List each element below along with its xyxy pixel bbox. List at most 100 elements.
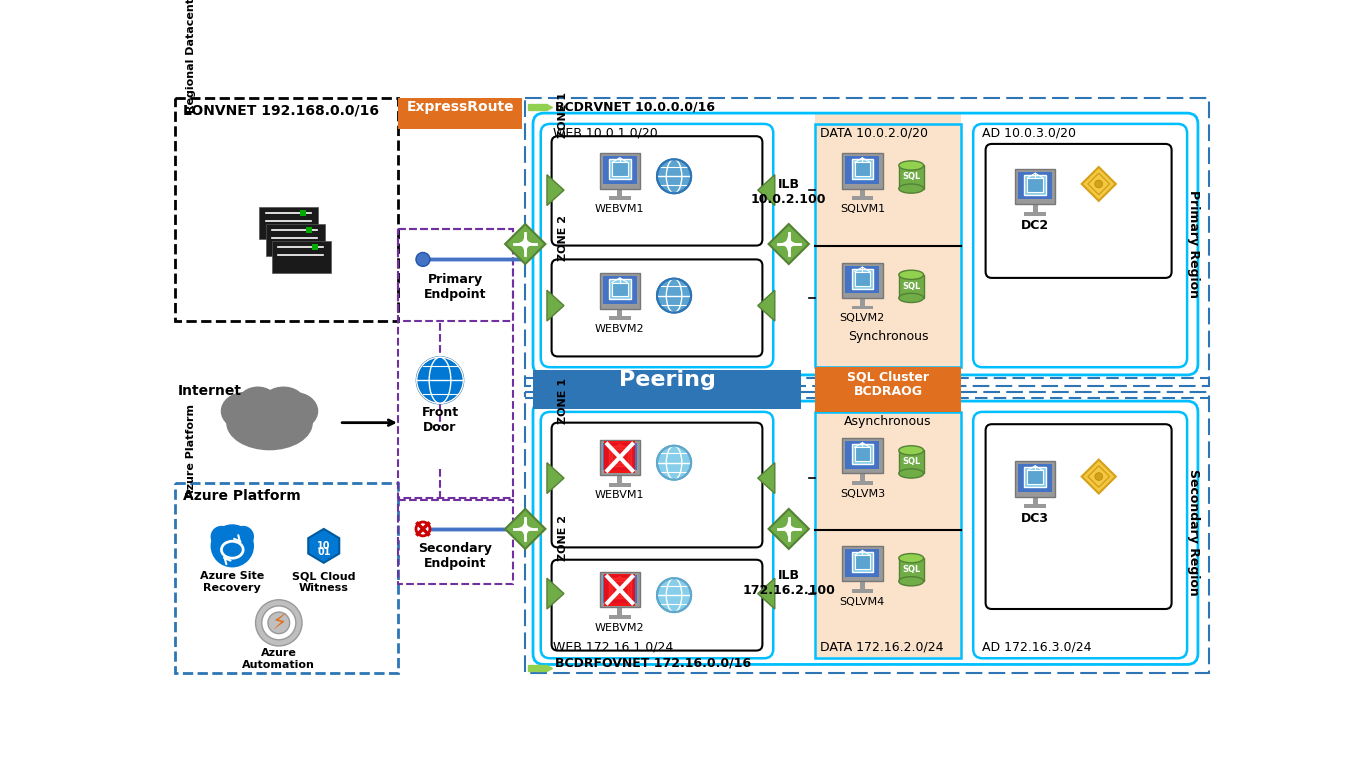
Text: Azure Site
Recovery: Azure Site Recovery xyxy=(200,571,265,593)
Polygon shape xyxy=(757,462,775,494)
Bar xyxy=(1033,204,1038,211)
Bar xyxy=(609,279,630,299)
Text: 10: 10 xyxy=(317,541,331,551)
Bar xyxy=(855,447,871,461)
Bar xyxy=(306,227,312,233)
Circle shape xyxy=(657,278,691,313)
Text: AD 10.0.3.0/20: AD 10.0.3.0/20 xyxy=(983,127,1076,140)
Ellipse shape xyxy=(221,393,267,430)
Ellipse shape xyxy=(899,468,923,478)
Text: SQL: SQL xyxy=(902,282,921,291)
Circle shape xyxy=(267,612,290,633)
Ellipse shape xyxy=(271,393,317,430)
Text: Secondary Region: Secondary Region xyxy=(1187,469,1200,596)
Polygon shape xyxy=(308,529,339,563)
Circle shape xyxy=(416,253,429,266)
Bar xyxy=(612,282,628,296)
Ellipse shape xyxy=(899,577,923,586)
Polygon shape xyxy=(547,290,564,321)
Text: Secondary
Endpoint: Secondary Endpoint xyxy=(418,542,493,570)
Bar xyxy=(609,159,630,179)
Circle shape xyxy=(1095,180,1103,188)
Ellipse shape xyxy=(899,184,923,193)
Ellipse shape xyxy=(263,388,304,415)
Circle shape xyxy=(232,526,254,547)
Bar xyxy=(860,474,865,481)
Text: WEBVM2: WEBVM2 xyxy=(595,623,644,633)
Bar xyxy=(815,412,961,658)
Text: Regional Datacenter: Regional Datacenter xyxy=(186,0,196,113)
Bar xyxy=(852,444,873,464)
Bar xyxy=(899,559,923,581)
Bar xyxy=(899,166,923,188)
Bar xyxy=(855,555,871,569)
Text: SQLVM2: SQLVM2 xyxy=(840,314,886,324)
Text: WEB 172.16.1.0/24: WEB 172.16.1.0/24 xyxy=(554,641,674,654)
Bar xyxy=(1025,175,1046,195)
Bar xyxy=(599,273,640,309)
Ellipse shape xyxy=(899,446,923,455)
Ellipse shape xyxy=(899,270,923,279)
Text: AD 172.16.3.0/24: AD 172.16.3.0/24 xyxy=(983,641,1092,654)
Bar xyxy=(1033,497,1038,504)
Bar xyxy=(1018,172,1052,199)
Bar xyxy=(266,224,324,256)
Bar xyxy=(855,272,871,285)
Bar xyxy=(617,309,622,317)
Bar xyxy=(609,578,630,598)
Polygon shape xyxy=(768,509,809,549)
Bar xyxy=(300,210,306,216)
Bar xyxy=(605,441,636,474)
Bar xyxy=(602,156,637,184)
Text: SQL: SQL xyxy=(902,457,921,466)
Text: SQLVM3: SQLVM3 xyxy=(840,489,886,499)
Polygon shape xyxy=(1081,459,1116,494)
Bar xyxy=(860,298,865,306)
Bar xyxy=(525,98,1208,386)
Bar xyxy=(398,500,513,584)
Bar xyxy=(271,241,331,273)
Bar xyxy=(815,367,961,412)
Polygon shape xyxy=(547,462,564,494)
Bar xyxy=(617,475,622,483)
Ellipse shape xyxy=(899,293,923,303)
Bar xyxy=(852,269,873,288)
Text: DATA 172.16.2.0/24: DATA 172.16.2.0/24 xyxy=(819,641,944,654)
Polygon shape xyxy=(505,224,545,264)
Polygon shape xyxy=(547,175,564,205)
Text: LONVNET 192.168.0.0/16: LONVNET 192.168.0.0/16 xyxy=(182,104,379,118)
Text: BCDRFOVNET 172.16.0.0/16: BCDRFOVNET 172.16.0.0/16 xyxy=(555,656,751,669)
Text: WEB 10.0.1.0/20: WEB 10.0.1.0/20 xyxy=(554,127,657,140)
Bar xyxy=(1025,504,1046,508)
Polygon shape xyxy=(547,578,564,609)
Text: ILB
10.0.2.100: ILB 10.0.2.100 xyxy=(751,178,826,205)
Text: Azure Platform: Azure Platform xyxy=(186,404,196,498)
Bar xyxy=(609,483,630,487)
Text: ⚡: ⚡ xyxy=(271,613,286,633)
Circle shape xyxy=(262,606,296,640)
Bar xyxy=(609,196,630,200)
Text: Front
Door: Front Door xyxy=(421,406,459,433)
Text: SQL: SQL xyxy=(902,565,921,574)
Bar xyxy=(609,446,630,465)
Ellipse shape xyxy=(239,388,277,415)
Bar xyxy=(176,483,398,673)
Bar xyxy=(602,276,637,304)
Bar xyxy=(533,370,801,409)
Polygon shape xyxy=(1081,167,1116,201)
Bar xyxy=(312,244,319,250)
Ellipse shape xyxy=(899,161,923,170)
Text: SQL Cloud
Witness: SQL Cloud Witness xyxy=(292,571,355,593)
Bar xyxy=(398,229,513,498)
Bar xyxy=(612,581,628,595)
Text: Azure
Automation: Azure Automation xyxy=(243,649,316,670)
Text: ZONE 1: ZONE 1 xyxy=(558,92,568,138)
Text: Primary Region: Primary Region xyxy=(1187,190,1200,298)
Bar xyxy=(609,317,630,320)
Text: ILB
172.16.2.100: ILB 172.16.2.100 xyxy=(743,569,836,597)
Circle shape xyxy=(416,522,429,536)
Bar xyxy=(1027,178,1044,192)
Ellipse shape xyxy=(227,396,312,449)
Bar xyxy=(609,615,630,619)
Bar xyxy=(842,546,883,581)
